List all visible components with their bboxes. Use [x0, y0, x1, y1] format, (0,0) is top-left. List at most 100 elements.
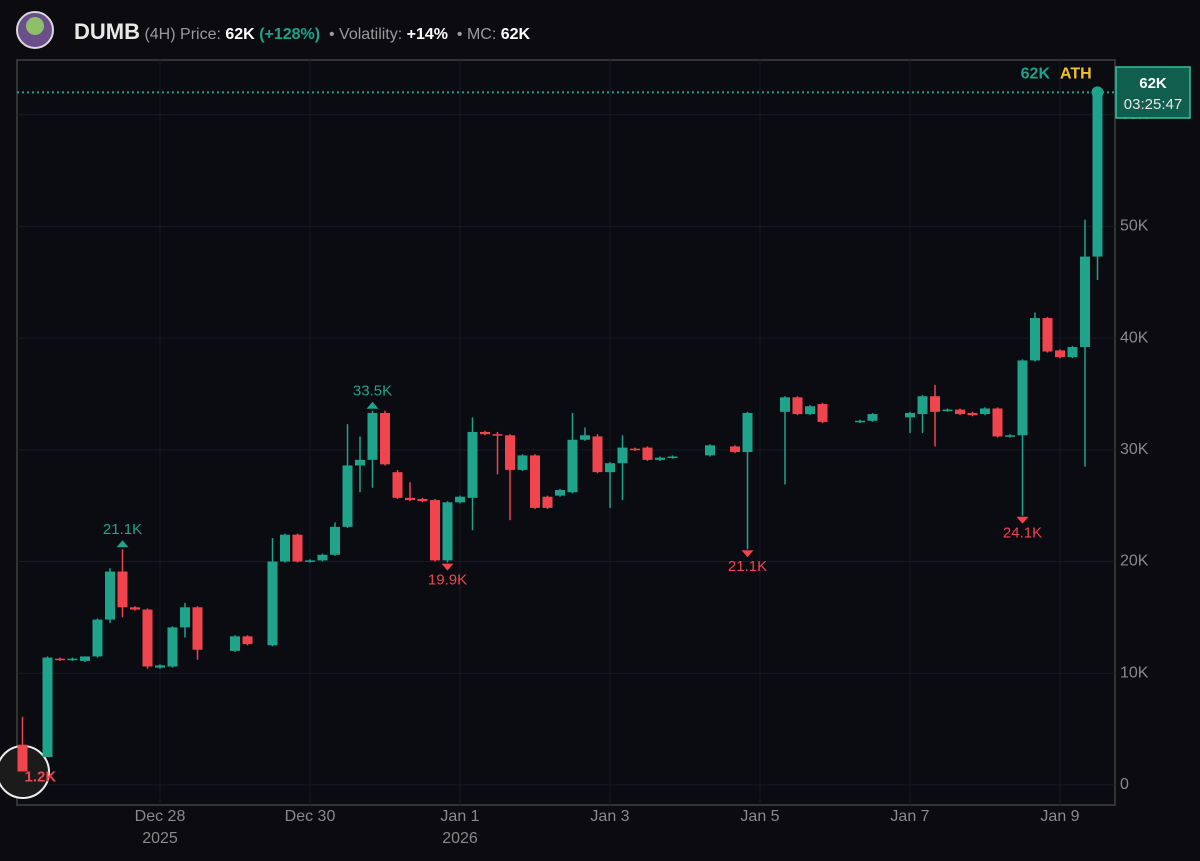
interval: (4H) — [144, 26, 176, 43]
x-tick-label: Dec 28 — [135, 808, 186, 825]
plot-area — [16, 59, 1116, 806]
logo-face — [26, 17, 44, 35]
ath-value: 62K — [1021, 66, 1051, 83]
candle-body — [1080, 256, 1090, 348]
candle-body — [567, 439, 578, 493]
candle-body — [167, 627, 178, 667]
candle-body — [805, 406, 815, 415]
candle-body — [442, 502, 453, 561]
candle-body — [367, 412, 378, 460]
candle-body — [1030, 318, 1040, 361]
candle-body — [1055, 350, 1065, 358]
volatility: +14% — [406, 26, 449, 43]
candle-body — [330, 526, 340, 555]
low-label: 1.2K — [25, 768, 57, 785]
price-label: Price: — [180, 26, 221, 43]
candle-body — [1092, 92, 1103, 257]
x-tick-label: Dec 30 — [285, 808, 336, 825]
candle-body — [130, 607, 140, 610]
candle-body — [917, 396, 928, 415]
candle-body — [642, 447, 653, 460]
x-year-label: 2026 — [442, 830, 478, 847]
candle-body — [980, 408, 990, 415]
ath-tag: ATH — [1060, 66, 1092, 83]
candle-body — [430, 500, 440, 561]
candle-body — [242, 636, 253, 645]
high-label: 21.1K — [103, 521, 142, 538]
low-label: 24.1K — [1003, 525, 1042, 542]
candle-body — [405, 497, 415, 501]
candle-body — [92, 619, 103, 657]
high-marker — [366, 401, 379, 409]
candle-body — [467, 431, 478, 498]
candle-body — [355, 459, 365, 466]
candle-body — [967, 412, 978, 416]
low-marker — [441, 563, 454, 571]
candle-body — [667, 456, 678, 459]
candle-body — [180, 607, 190, 628]
y-tick-label: 10K — [1120, 664, 1149, 681]
candle-body — [267, 561, 278, 646]
candle-body — [317, 554, 328, 561]
price-box-countdown: 03:25:47 — [1124, 96, 1182, 113]
candle-body — [42, 657, 53, 757]
low-marker — [1016, 516, 1029, 524]
y-tick-label: 20K — [1120, 553, 1149, 570]
change: (+128%) — [259, 26, 321, 43]
candle-body — [380, 412, 390, 465]
header: DUMB (4H) Price: 62K (+128%) • Volatilit… — [74, 19, 530, 45]
candle-body — [55, 658, 65, 661]
low-marker — [741, 550, 754, 558]
x-tick-label: Jan 9 — [1040, 808, 1079, 825]
candle-body — [655, 457, 665, 460]
candle-body — [1067, 347, 1078, 358]
candle-body — [730, 446, 740, 453]
candle-body — [505, 435, 515, 470]
candle-body — [392, 472, 403, 498]
candle-body — [592, 436, 603, 473]
y-tick-label: 30K — [1120, 441, 1149, 458]
candle-body — [855, 420, 865, 423]
candle-body — [992, 408, 1003, 437]
candle-body — [792, 397, 803, 415]
candle-body — [555, 490, 565, 496]
candle-body — [342, 465, 353, 527]
candle-body — [155, 665, 165, 668]
candle-body — [192, 607, 203, 650]
candle-body — [455, 496, 465, 503]
low-label: 21.1K — [728, 558, 767, 575]
candle-body — [630, 448, 640, 451]
candle-body — [530, 455, 540, 508]
high-label: 33.5K — [353, 383, 392, 400]
candle-body — [705, 445, 715, 456]
candle-body — [867, 414, 878, 421]
candle-body — [817, 404, 828, 422]
candle-body — [67, 658, 78, 661]
candle-body — [517, 455, 528, 470]
candle-body — [292, 534, 303, 562]
candle-body — [742, 412, 753, 453]
x-tick-label: Jan 3 — [590, 808, 629, 825]
price: 62K — [225, 26, 255, 43]
candle-body — [905, 412, 915, 418]
x-year-label: 2025 — [142, 830, 178, 847]
symbol: DUMB — [74, 19, 140, 44]
candle-body — [617, 447, 628, 464]
y-tick-label: 50K — [1120, 218, 1149, 235]
y-tick-label: 40K — [1120, 329, 1149, 346]
candle-body — [1005, 435, 1015, 437]
mc: 62K — [500, 26, 531, 43]
candle-body — [580, 435, 590, 440]
low-label: 19.9K — [428, 572, 467, 589]
candle-body — [280, 534, 290, 562]
candle-body — [305, 560, 315, 562]
x-tick-label: Jan 1 — [440, 808, 479, 825]
candle-body — [930, 396, 940, 412]
candle-body — [942, 409, 953, 412]
x-tick-label: Jan 7 — [890, 808, 929, 825]
x-tick-label: Jan 5 — [740, 808, 779, 825]
mc-label: • MC: — [456, 26, 497, 43]
candle-body — [142, 609, 153, 667]
